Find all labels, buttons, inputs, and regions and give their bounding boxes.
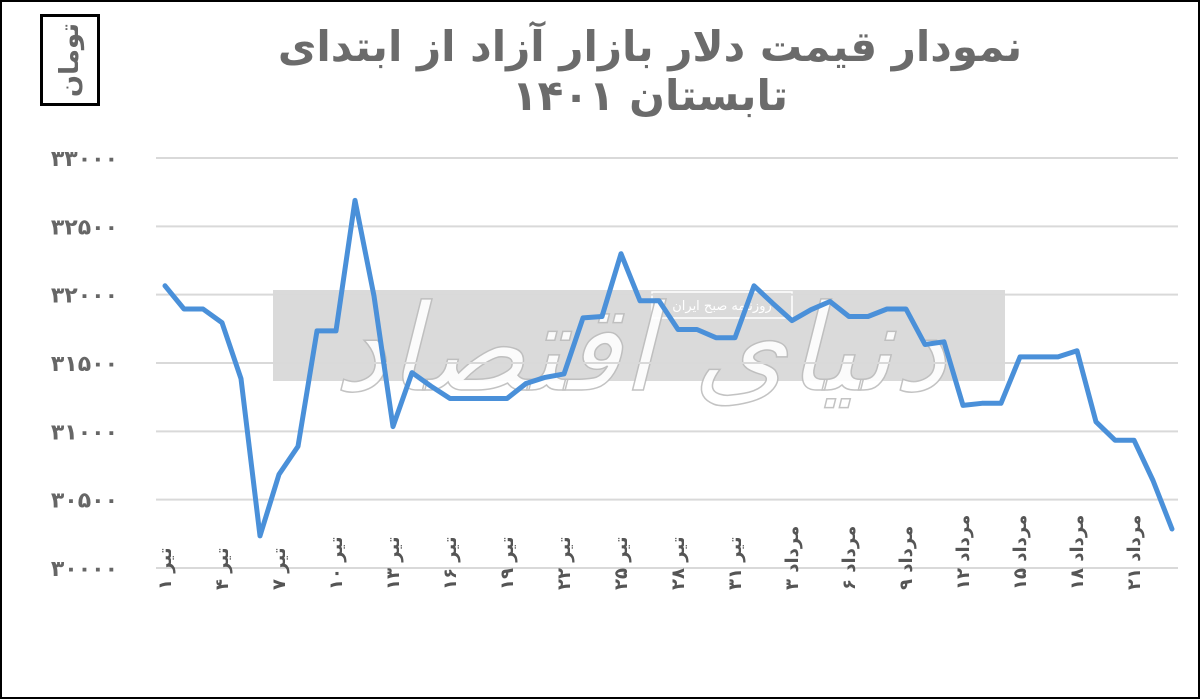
x-tick-label: تیر ۱۳: [383, 536, 404, 590]
x-tick-label: تیر ۱: [155, 547, 176, 590]
x-tick-label: تیر ۱۹: [497, 536, 518, 590]
x-axis: تیر ۱ تیر ۴ تیر ۷ تیر ۱۰ تیر ۱۳ تیر ۱۶ تیر ۱۹ ت…: [155, 515, 1145, 590]
y-tick-label: ۳۲۰۰۰: [51, 284, 118, 309]
y-tick-label: ۳۱۰۰۰: [51, 420, 118, 445]
x-tick-label: مرداد ۹: [896, 526, 917, 590]
x-tick-label: تیر ۱۰: [326, 536, 347, 590]
x-tick-label: مرداد ۳: [782, 526, 803, 590]
price-line: [162, 197, 1175, 539]
x-tick-label: مرداد ۱۲: [953, 515, 974, 590]
x-tick-label: تیر ۲۵: [611, 536, 632, 590]
chart-title: نمودار قیمت دلار بازار آزاد از ابتدای تا…: [277, 22, 1023, 120]
unit-label-box: تومان: [40, 14, 100, 106]
y-tick-label: ۳۰۵۰۰: [51, 489, 118, 514]
y-tick-label: ۳۱۵۰۰: [51, 352, 118, 377]
y-tick-label: ۳۰۰۰۰: [51, 557, 118, 582]
x-tick-label: مرداد ۲۱: [1124, 515, 1145, 590]
x-tick-label: تیر ۱۶: [440, 536, 461, 590]
watermark-band: [273, 290, 1005, 381]
y-axis: ۳۰۰۰۰ ۳۰۵۰۰ ۳۱۰۰۰ ۳۱۵۰۰ ۳۲۰۰۰ ۳۲۵۰۰ ۳۳۰۰۰: [51, 147, 118, 582]
y-tick-label: ۳۲۵۰۰: [51, 215, 118, 240]
gridlines: [156, 157, 1178, 569]
y-tick-label: ۳۳۰۰۰: [51, 147, 118, 172]
x-tick-label: تیر ۳۱: [725, 536, 746, 590]
x-tick-label: مرداد ۱۵: [1010, 515, 1031, 590]
x-tick-label: تیر ۲۲: [554, 536, 575, 590]
x-tick-label: تیر ۴: [212, 547, 233, 590]
x-tick-label: تیر ۲۸: [668, 536, 689, 590]
x-tick-label: مرداد ۱۸: [1067, 515, 1088, 590]
x-tick-label: مرداد ۶: [839, 526, 860, 590]
x-tick-label: تیر ۷: [269, 547, 290, 590]
